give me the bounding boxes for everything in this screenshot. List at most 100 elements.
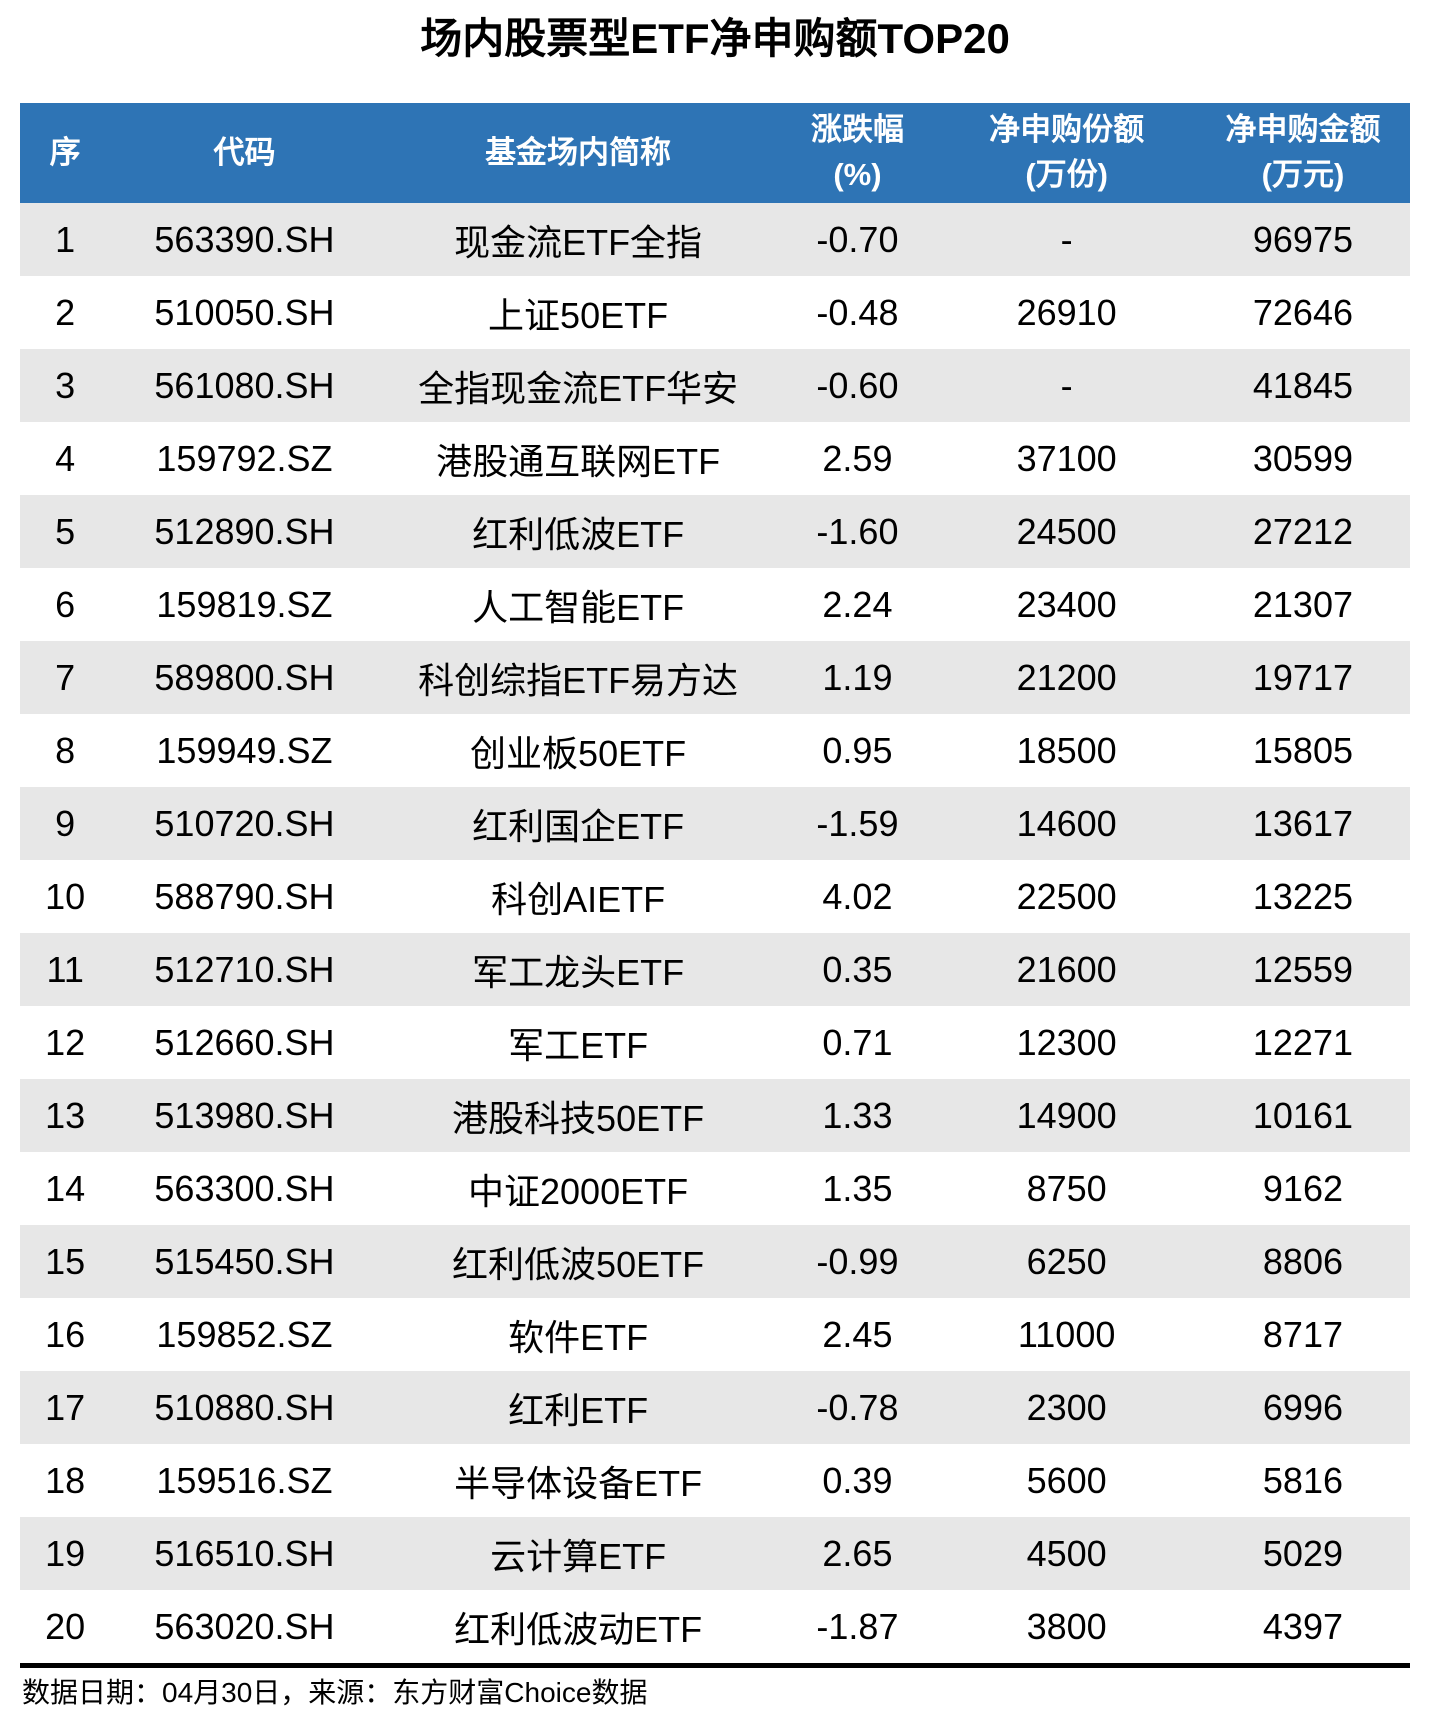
table-cell: 4.02 — [822, 875, 893, 917]
table-cell: 半导体设备ETF — [454, 1462, 703, 1504]
table-cell: 0.35 — [822, 948, 893, 990]
table-row: 18 159516.SZ 半导体设备ETF 0.39 5600 5816 — [20, 1444, 1410, 1517]
table-body: 1 563390.SH 现金流ETF全指 -0.70 - 96975 2 510050.SH 上… — [20, 203, 1410, 1663]
table-cell: 5029 — [1262, 1532, 1343, 1574]
table-cell: 24500 — [1016, 510, 1117, 552]
table-cell: 6 — [55, 583, 76, 625]
table-cell: 2.59 — [822, 437, 893, 479]
table-row: 14 563300.SH 中证2000ETF 1.35 8750 9162 — [20, 1152, 1410, 1225]
table-cell: 12300 — [1016, 1021, 1117, 1063]
table-cell: 2.65 — [822, 1532, 893, 1574]
table-cell: 上证50ETF — [488, 294, 669, 336]
table-row: 8 159949.SZ 创业板50ETF 0.95 18500 15805 — [20, 714, 1410, 787]
table-cell: 21600 — [1016, 948, 1117, 990]
table-cell: 21200 — [1016, 656, 1117, 698]
table-cell: 14600 — [1016, 802, 1117, 844]
table-cell: -0.99 — [816, 1240, 899, 1282]
table-cell: 589800.SH — [154, 656, 335, 698]
table-cell: 红利低波动ETF — [454, 1608, 703, 1650]
table-cell: 港股科技50ETF — [452, 1097, 705, 1139]
table-cell: 软件ETF — [508, 1316, 649, 1358]
header-cell-4: 净申购份额 (万份) — [937, 103, 1196, 203]
table-cell: 7 — [55, 656, 76, 698]
header-label: 基金场内简称 — [485, 134, 672, 170]
table-cell: 15805 — [1252, 729, 1353, 771]
table-cell: 现金流ETF全指 — [454, 221, 703, 263]
table-row: 3 561080.SH 全指现金流ETF华安 -0.60 - 41845 — [20, 349, 1410, 422]
table-cell: 19717 — [1252, 656, 1353, 698]
header-cell-2: 基金场内简称 — [378, 103, 778, 203]
table-cell: 23400 — [1016, 583, 1117, 625]
data-source-note: 数据日期：04月30日，来源：东方财富Choice数据 — [22, 1677, 648, 1708]
table-cell: -0.48 — [816, 291, 899, 333]
table-cell: 中证2000ETF — [468, 1170, 689, 1212]
table-cell: 3800 — [1026, 1605, 1107, 1647]
table-cell: 17 — [45, 1386, 86, 1428]
table-cell: 14900 — [1016, 1094, 1117, 1136]
table-cell: 12 — [45, 1021, 86, 1063]
table-cell: 512710.SH — [154, 948, 335, 990]
table-cell: 516510.SH — [154, 1532, 335, 1574]
table-cell: 5 — [55, 510, 76, 552]
page-title: 场内股票型ETF净申购额TOP20 — [420, 15, 1010, 62]
table-cell: 22500 — [1016, 875, 1117, 917]
table-cell: -1.60 — [816, 510, 899, 552]
table-cell: 512660.SH — [154, 1021, 335, 1063]
table-cell: 1 — [55, 218, 76, 260]
table-cell: 159516.SZ — [156, 1459, 333, 1501]
header-unit: (万份) — [1025, 157, 1108, 192]
table-cell: 2.45 — [822, 1313, 893, 1355]
table-cell: 510050.SH — [154, 291, 335, 333]
footer-divider: 数据日期：04月30日，来源：东方财富Choice数据 — [20, 1663, 1410, 1710]
table-row: 7 589800.SH 科创综指ETF易方达 1.19 21200 19717 — [20, 641, 1410, 714]
table-cell: 红利低波50ETF — [452, 1243, 705, 1285]
table-row: 1 563390.SH 现金流ETF全指 -0.70 - 96975 — [20, 203, 1410, 276]
table-cell: 18500 — [1016, 729, 1117, 771]
table-cell: 159949.SZ — [156, 729, 333, 771]
table-cell: 红利ETF — [508, 1389, 649, 1431]
table-cell: 13617 — [1252, 802, 1353, 844]
table-cell: 588790.SH — [154, 875, 335, 917]
table-cell: 8750 — [1026, 1167, 1107, 1209]
table-cell: 12271 — [1252, 1021, 1353, 1063]
table-row: 15 515450.SH 红利低波50ETF -0.99 6250 8806 — [20, 1225, 1410, 1298]
table-cell: 云计算ETF — [490, 1535, 667, 1577]
table-cell: -0.60 — [816, 364, 899, 406]
table-cell: 港股通互联网ETF — [436, 440, 721, 482]
table-cell: -1.87 — [816, 1605, 899, 1647]
table-cell: - — [1060, 364, 1073, 406]
table-row: 13 513980.SH 港股科技50ETF 1.33 14900 10161 — [20, 1079, 1410, 1152]
header-cell-5: 净申购金额 (万元) — [1195, 103, 1410, 203]
table-cell: 41845 — [1252, 364, 1353, 406]
table-cell: 10161 — [1252, 1094, 1353, 1136]
table-row: 20 563020.SH 红利低波动ETF -1.87 3800 4397 — [20, 1590, 1410, 1663]
table-cell: 159819.SZ — [156, 583, 333, 625]
table-cell: 37100 — [1016, 437, 1117, 479]
table-cell: 红利国企ETF — [472, 805, 685, 847]
header-label: 涨跌幅 — [810, 112, 904, 148]
table-cell: 513980.SH — [154, 1094, 335, 1136]
header-label: 代码 — [213, 134, 276, 170]
header-label: 序 — [49, 134, 81, 170]
header-cell-0: 序 — [20, 103, 111, 203]
table-cell: 10 — [45, 875, 86, 917]
table-cell: 5600 — [1026, 1459, 1107, 1501]
table-cell: -1.59 — [816, 802, 899, 844]
table-cell: 515450.SH — [154, 1240, 335, 1282]
table-row: 16 159852.SZ 软件ETF 2.45 11000 8717 — [20, 1298, 1410, 1371]
table-cell: 8717 — [1262, 1313, 1343, 1355]
table-cell: 全指现金流ETF华安 — [418, 367, 739, 409]
table-cell: 13 — [45, 1094, 86, 1136]
table-cell: 510880.SH — [154, 1386, 335, 1428]
table-cell: 3 — [55, 364, 76, 406]
table-row: 10 588790.SH 科创AIETF 4.02 22500 13225 — [20, 860, 1410, 933]
table-cell: 15 — [45, 1240, 86, 1282]
table-row: 4 159792.SZ 港股通互联网ETF 2.59 37100 30599 — [20, 422, 1410, 495]
table-cell: - — [1060, 218, 1073, 260]
table-row: 12 512660.SH 军工ETF 0.71 12300 12271 — [20, 1006, 1410, 1079]
table-cell: 1.35 — [822, 1167, 893, 1209]
table-cell: 8 — [55, 729, 76, 771]
table-cell: -0.78 — [816, 1386, 899, 1428]
table-cell: 512890.SH — [154, 510, 335, 552]
